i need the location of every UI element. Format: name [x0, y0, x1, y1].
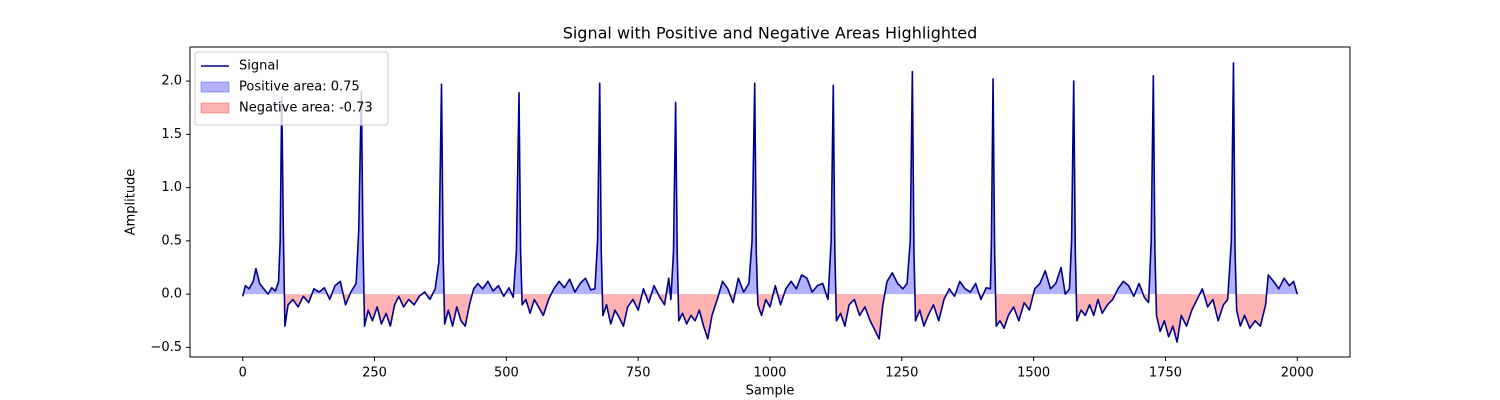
legend-patch: [200, 81, 230, 93]
y-tick-label: −0.5: [150, 340, 182, 355]
x-tick-label: 0: [239, 366, 247, 381]
x-tick-label: 1750: [1149, 366, 1182, 381]
legend-box: [194, 51, 389, 126]
y-tick-label: 1.5: [161, 127, 182, 142]
x-tick-label: 2000: [1281, 366, 1314, 381]
plot-area: [241, 62, 1299, 343]
x-tick-label: 1500: [1017, 366, 1050, 381]
legend-label: Negative area: -0.73: [239, 101, 373, 116]
signal-line: [241, 62, 1299, 343]
x-tick-label: 1250: [885, 366, 918, 381]
y-tick-label: 1.0: [161, 180, 182, 195]
x-tick-label: 1000: [753, 366, 786, 381]
x-tick-label: 250: [362, 366, 387, 381]
y-tick-label: 2.0: [161, 74, 182, 89]
y-tick-label: 0.5: [161, 233, 182, 248]
y-axis-label: Amplitude: [124, 169, 139, 236]
legend-label: Signal: [239, 59, 279, 74]
x-axis-label: Sample: [746, 384, 795, 399]
chart-title: Signal with Positive and Negative Areas …: [563, 24, 978, 43]
legend-label: Positive area: 0.75: [239, 80, 360, 95]
x-tick-label: 500: [494, 366, 519, 381]
x-tick-label: 750: [626, 366, 651, 381]
y-tick-label: 0.0: [161, 287, 182, 302]
legend-patch: [200, 102, 230, 114]
legend: Signal Positive area: 0.75 Negative area: …: [194, 51, 389, 126]
